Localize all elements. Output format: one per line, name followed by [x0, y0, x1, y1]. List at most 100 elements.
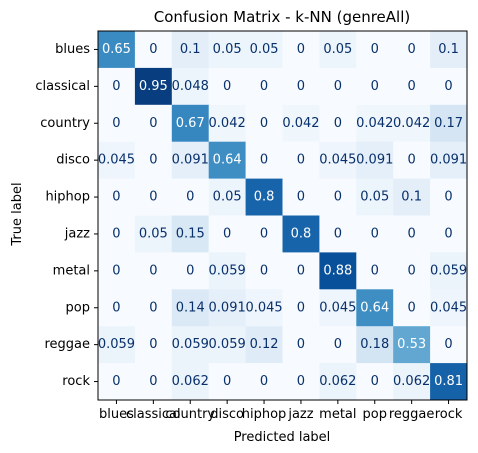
- chart-title: Confusion Matrix - k-NN (genreAll): [154, 8, 411, 26]
- cell-value-label-r0-c3: 0.05: [213, 42, 242, 57]
- heatmap-cell-r1-c8: [393, 67, 431, 106]
- heatmap-cell-r8-c8: [393, 326, 431, 364]
- heatmap-cell-r9-c4: [245, 363, 283, 401]
- x-tick-label-country: country: [165, 407, 215, 422]
- cell-value-label-r8-c5: 0: [297, 337, 305, 352]
- heatmap-cell-r5-c2: [171, 215, 210, 253]
- heatmap-cell-r7-c9: [430, 289, 468, 327]
- cell-value-label-r9-c4: 0: [260, 374, 268, 389]
- cell-value-label-r5-c7: 0: [371, 226, 379, 241]
- heatmap-cell-r6-c6: [319, 252, 357, 290]
- heatmap-cell-r9-c8: [393, 363, 431, 401]
- cell-value-label-r1-c2: 0.048: [172, 79, 209, 94]
- x-tick-label-jazz: jazz: [287, 407, 313, 422]
- cell-value-label-r9-c2: 0.062: [172, 374, 209, 389]
- cell-value-label-r3-c0: 0.045: [98, 153, 135, 168]
- y-tick-label-metal: metal: [53, 263, 90, 278]
- cell-value-label-r4-c0: 0: [112, 190, 120, 205]
- heatmap-cell-r7-c8: [393, 289, 431, 327]
- heatmap-cell-labels: 0.65 0 0.1 0.05 0.05 0 0.05 0 0 0.10 0.95 0.048 0 0 0 0…: [98, 42, 467, 389]
- cell-value-label-r0-c2: 0.1: [180, 42, 201, 57]
- heatmap-cell-r4-c6: [319, 178, 357, 216]
- heatmap-cell-r6-c3: [208, 252, 247, 290]
- cell-value-label-r0-c6: 0.05: [323, 42, 352, 57]
- heatmap-cell-r5-c8: [393, 215, 431, 253]
- heatmap-cell-r2-c5: [282, 104, 320, 143]
- heatmap-cell-r3-c8: [393, 141, 431, 180]
- y-axis-ticks: blues classical country disco hiphop jazz meta…: [35, 42, 98, 389]
- cell-value-label-r3-c5: 0: [297, 153, 305, 168]
- cell-value-label-r1-c0: 0: [112, 79, 120, 94]
- cell-value-label-r9-c1: 0: [149, 374, 157, 389]
- cell-value-label-r5-c5: 0.8: [291, 226, 312, 241]
- heatmap-cell-r4-c1: [134, 178, 173, 216]
- heatmap-cell-r1-c2: [171, 67, 210, 106]
- cell-value-label-r3-c7: 0.091: [356, 153, 393, 168]
- cell-value-label-r6-c4: 0: [260, 263, 268, 278]
- y-tick-label-blues: blues: [55, 42, 90, 57]
- heatmap-cell-r8-c0: [98, 326, 136, 364]
- cell-value-label-r2-c2: 0.67: [176, 116, 205, 131]
- cell-value-label-r5-c0: 0: [112, 226, 120, 241]
- heatmap-cell-r7-c6: [319, 289, 357, 327]
- heatmap-cell-r0-c4: [245, 31, 283, 69]
- heatmap-cell-r2-c4: [245, 104, 283, 143]
- heatmap-cell-r5-c5: [282, 215, 320, 253]
- heatmap-cell-r2-c2: [171, 104, 210, 143]
- heatmap-cell-r3-c6: [319, 141, 357, 180]
- cell-value-label-r4-c2: 0: [186, 190, 194, 205]
- cell-value-label-r7-c0: 0: [112, 300, 120, 315]
- cell-value-label-r4-c6: 0: [334, 190, 342, 205]
- heatmap-cell-r0-c9: [430, 31, 468, 69]
- heatmap-cell-r7-c0: [98, 289, 136, 327]
- heatmap-cell-r7-c4: [245, 289, 283, 327]
- heatmap-cell-r7-c3: [208, 289, 247, 327]
- heatmap-cell-r2-c3: [208, 104, 247, 143]
- heatmap-cell-r6-c9: [430, 252, 468, 290]
- x-tick-label-disco: disco: [210, 407, 244, 422]
- x-tick-label-hiphop: hiphop: [242, 407, 287, 422]
- heatmap-cell-r8-c5: [282, 326, 320, 364]
- cell-value-label-r3-c8: 0: [408, 153, 416, 168]
- heatmap-cell-r6-c8: [393, 252, 431, 290]
- heatmap-cell-r5-c0: [98, 215, 136, 253]
- cell-value-label-r6-c6: 0.88: [323, 263, 352, 278]
- cell-value-label-r5-c6: 0: [334, 226, 342, 241]
- cell-value-label-r1-c6: 0: [334, 79, 342, 94]
- heatmap-cells: [98, 31, 468, 401]
- cell-value-label-r9-c3: 0: [223, 374, 231, 389]
- cell-value-label-r4-c4: 0.8: [254, 190, 275, 205]
- heatmap-cell-r8-c9: [430, 326, 468, 364]
- heatmap-cell-r9-c7: [356, 363, 394, 401]
- heatmap-cell-r8-c4: [245, 326, 283, 364]
- heatmap-cell-r9-c9: [430, 363, 468, 401]
- cell-value-label-r1-c4: 0: [260, 79, 268, 94]
- cell-value-label-r9-c0: 0: [112, 374, 120, 389]
- cell-value-label-r4-c3: 0.05: [213, 190, 242, 205]
- cell-value-label-r2-c5: 0.042: [282, 116, 319, 131]
- cell-value-label-r2-c3: 0.042: [209, 116, 246, 131]
- cell-value-label-r7-c1: 0: [149, 300, 157, 315]
- y-tick-label-country: country: [40, 116, 90, 131]
- cell-value-label-r3-c6: 0.045: [319, 153, 356, 168]
- cell-value-label-r2-c1: 0: [149, 116, 157, 131]
- x-axis-label: Predicted label: [234, 430, 331, 445]
- y-tick-label-classical: classical: [35, 79, 90, 94]
- cell-value-label-r3-c3: 0.64: [213, 153, 242, 168]
- cell-value-label-r1-c1: 0.95: [139, 79, 168, 94]
- cell-value-label-r9-c9: 0.81: [434, 374, 463, 389]
- heatmap-cell-r1-c5: [282, 67, 320, 106]
- cell-value-label-r8-c3: 0.059: [209, 337, 246, 352]
- heatmap-cell-r4-c7: [356, 178, 394, 216]
- heatmap-cell-r9-c6: [319, 363, 357, 401]
- cell-value-label-r7-c6: 0.045: [319, 300, 356, 315]
- cell-value-label-r3-c1: 0: [149, 153, 157, 168]
- heatmap-cell-r1-c1: [134, 67, 173, 106]
- heatmap-cell-r8-c2: [171, 326, 210, 364]
- heatmap-cell-r7-c5: [282, 289, 320, 327]
- heatmap-cell-r7-c7: [356, 289, 394, 327]
- heatmap-cell-r9-c0: [98, 363, 136, 401]
- cell-value-label-r6-c0: 0: [112, 263, 120, 278]
- cell-value-label-r3-c4: 0: [260, 153, 268, 168]
